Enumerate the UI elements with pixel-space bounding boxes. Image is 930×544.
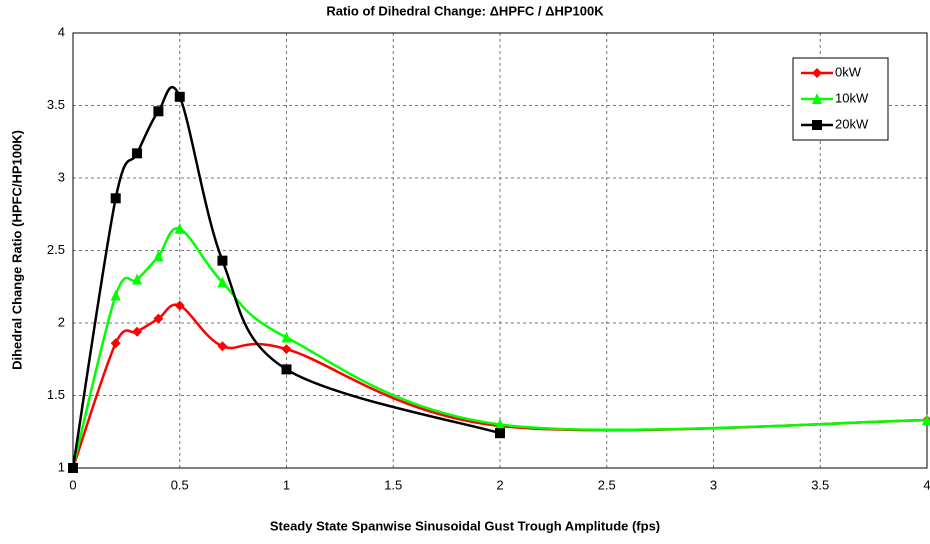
marker: [174, 91, 185, 102]
marker: [68, 463, 78, 473]
marker: [153, 250, 164, 262]
plot-frame: [72, 32, 928, 469]
x-tick-label: 2: [496, 477, 503, 492]
x-tick-label: 0.5: [171, 477, 189, 492]
marker: [110, 338, 121, 349]
marker: [110, 193, 121, 204]
marker: [922, 414, 930, 426]
x-tick-label: 4: [923, 477, 930, 492]
marker: [281, 364, 292, 375]
marker: [495, 418, 505, 430]
marker: [812, 120, 822, 130]
x-tick-label: 3: [710, 477, 717, 492]
marker: [281, 344, 292, 355]
marker: [281, 331, 292, 343]
y-tick-label: 3: [58, 169, 65, 184]
marker: [132, 326, 143, 337]
y-tick-label: 4: [58, 24, 65, 39]
x-axis-label: Steady State Spanwise Sinusoidal Gust Tr…: [270, 518, 660, 533]
marker: [812, 68, 822, 78]
series-line: [71, 227, 928, 469]
marker: [174, 222, 185, 234]
y-tick-label: 1: [58, 459, 65, 474]
x-tick-label: 1: [283, 477, 290, 492]
marker: [132, 148, 143, 159]
x-tick-label: 3.5: [811, 477, 829, 492]
marker: [153, 106, 164, 117]
marker: [110, 289, 121, 301]
marker: [217, 276, 228, 288]
chart-title: Ratio of Dihedral Change: ΔHPFC / ΔHP100…: [326, 3, 604, 18]
y-axis-label: Dihedral Change Ratio (HPFC/HP100K): [9, 130, 24, 370]
legend-label: 10kW: [835, 90, 869, 105]
marker: [217, 255, 228, 266]
legend-label: 20kW: [835, 116, 869, 131]
x-tick-label: 2.5: [598, 477, 616, 492]
legend-label: 0kW: [835, 64, 862, 79]
marker: [174, 300, 185, 311]
y-tick-label: 1.5: [47, 387, 65, 402]
marker: [495, 428, 505, 439]
marker: [153, 313, 164, 324]
y-tick-label: 2.5: [47, 242, 65, 257]
marker: [217, 341, 228, 352]
y-tick-label: 3.5: [47, 97, 65, 112]
x-tick-label: 0: [69, 477, 76, 492]
x-tick-label: 1.5: [384, 477, 402, 492]
marker: [812, 93, 822, 104]
marker: [132, 273, 143, 285]
y-tick-label: 2: [58, 314, 65, 329]
